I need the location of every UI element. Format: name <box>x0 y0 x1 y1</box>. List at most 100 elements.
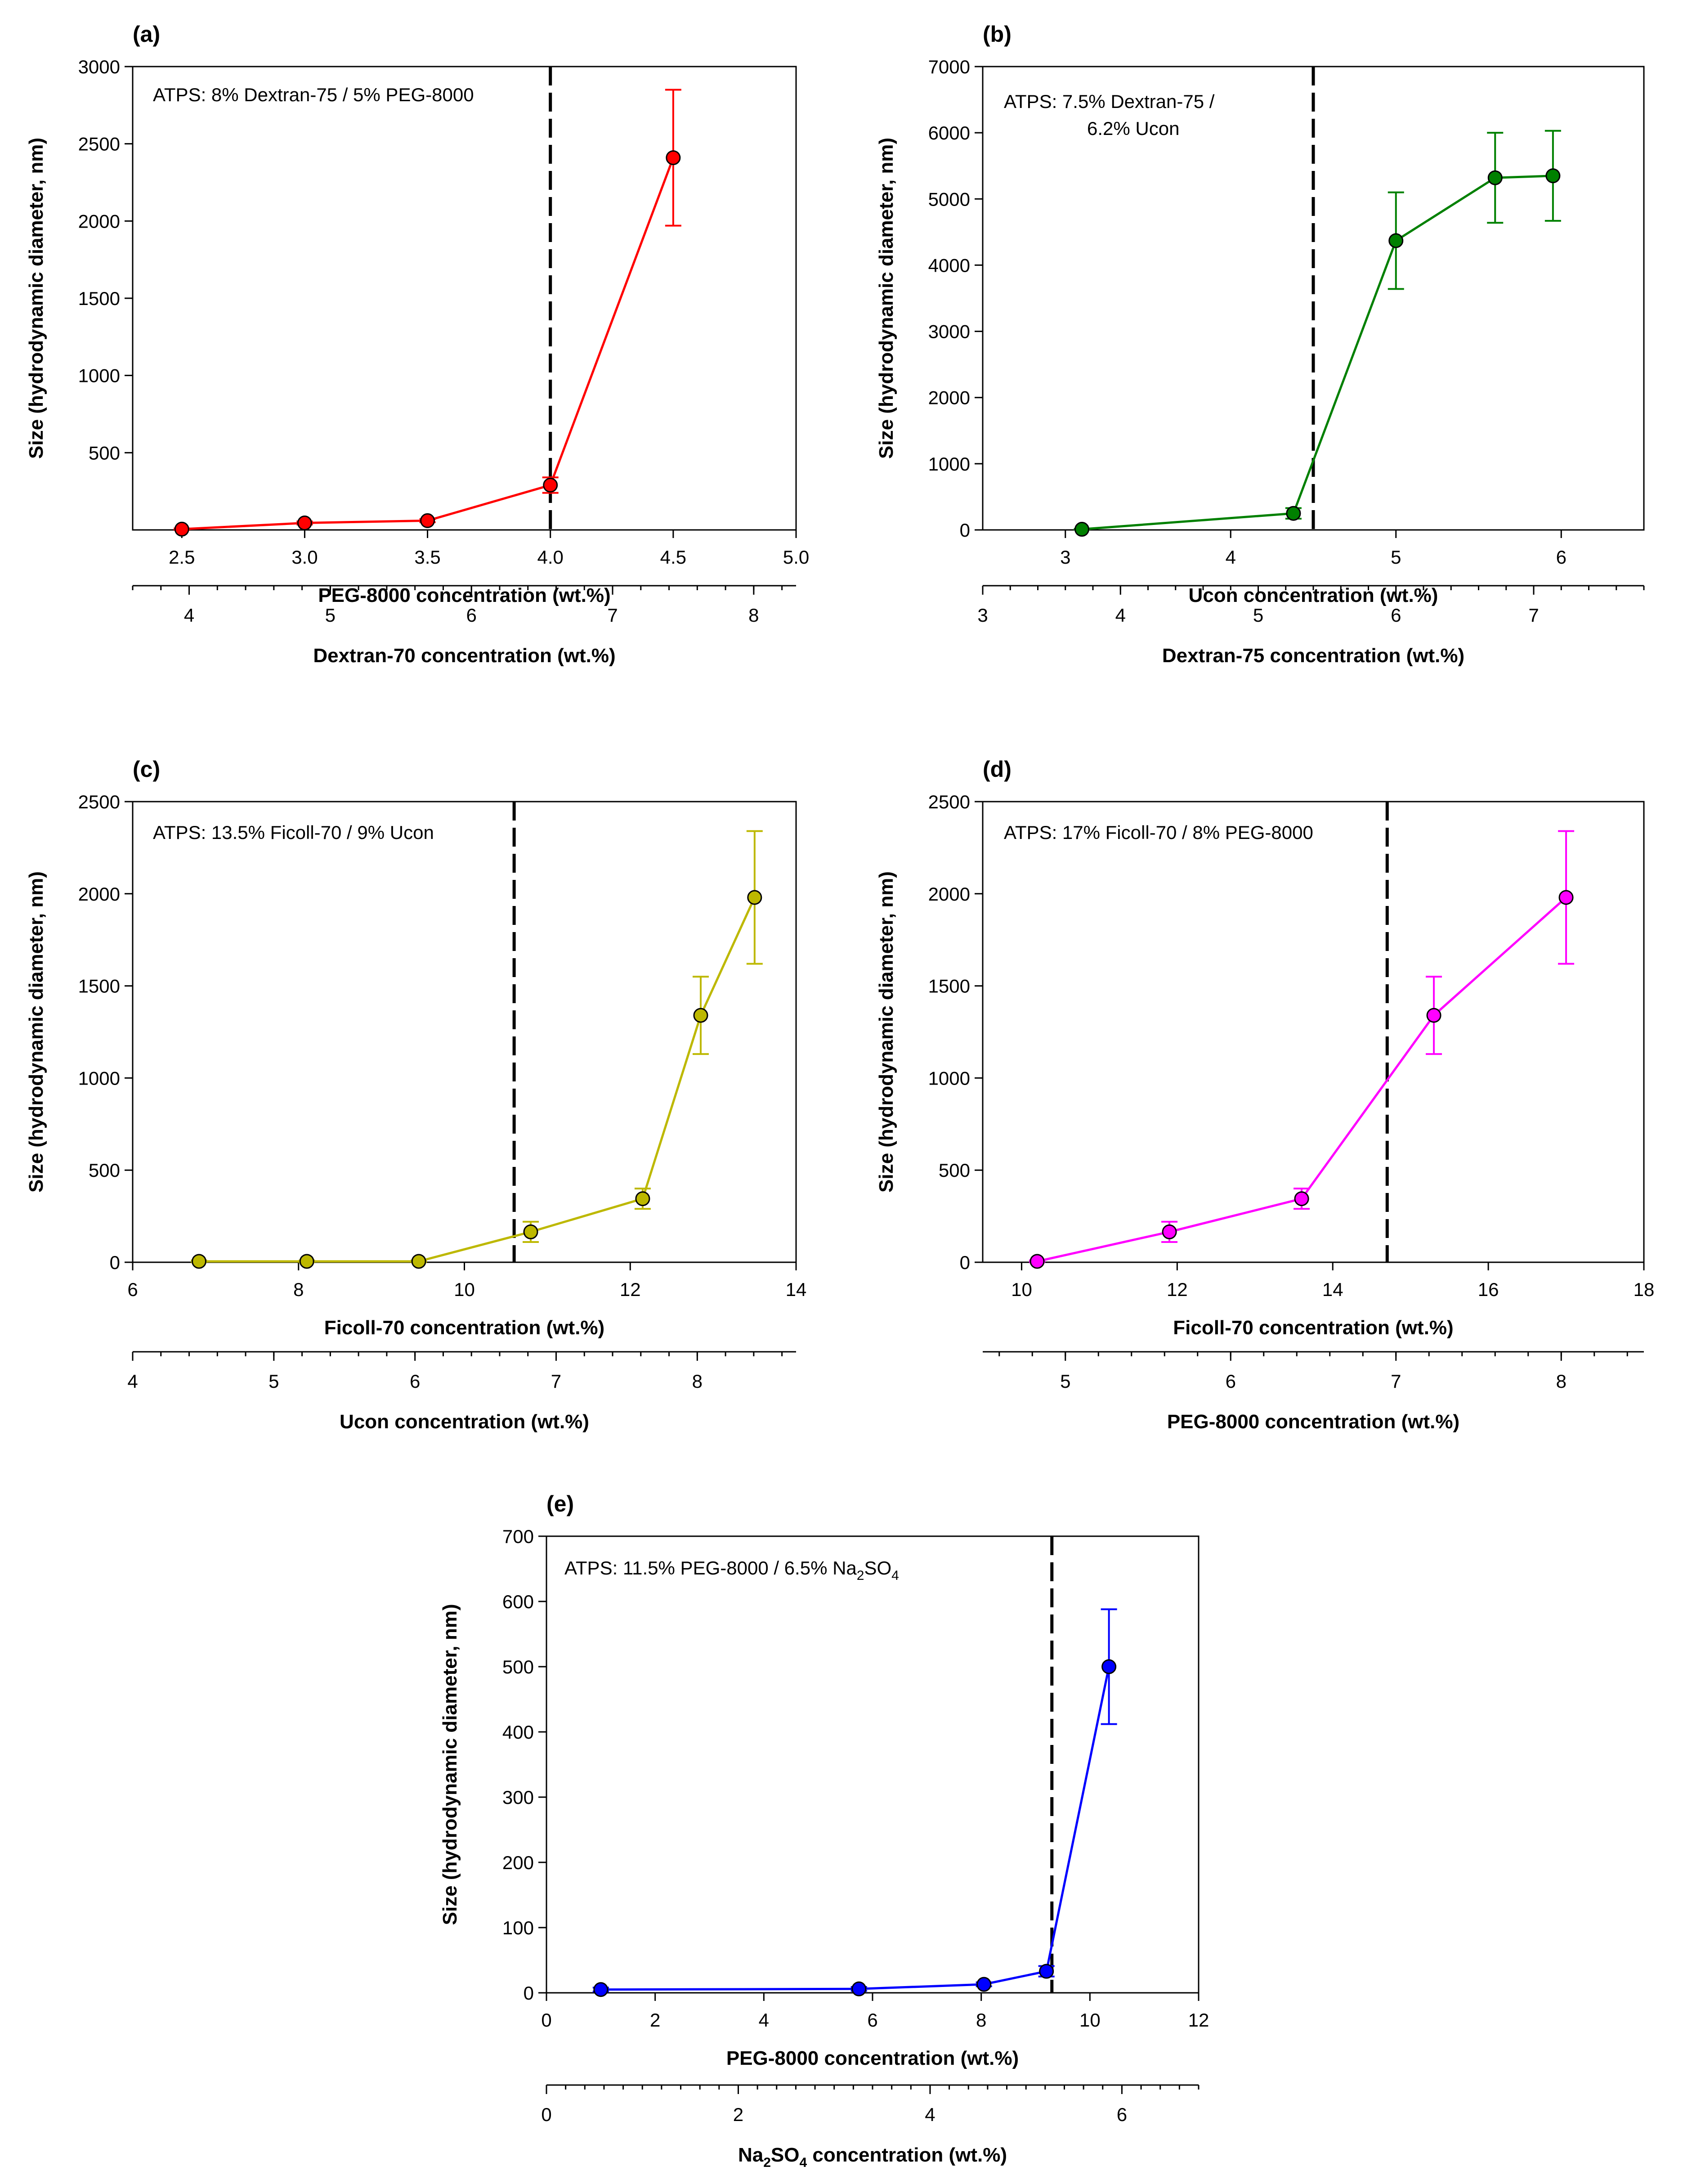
panel-c: (c) 0 500 1000 1500 2000 2500 6 8 10 12 14 Ficoll-70… <box>25 757 806 1433</box>
secondary-x-axis-label-part: SO <box>771 2144 800 2166</box>
y-tick-label: 500 <box>939 1160 970 1181</box>
data-point <box>1074 522 1089 537</box>
y-tick-label: 7000 <box>928 56 970 77</box>
y-axis-label: Size (hydrodynamic diameter, nm) <box>439 1604 461 1925</box>
y-tick-label: 1500 <box>928 976 970 997</box>
atps-annotation: ATPS: 13.5% Ficoll-70 / 9% Ucon <box>153 822 434 843</box>
x-tick-label: 6 <box>867 2009 877 2031</box>
y-tick-label: 2000 <box>78 883 120 905</box>
data-point <box>523 1224 538 1239</box>
y-tick-label: 1000 <box>928 1067 970 1089</box>
y-tick-label: 500 <box>502 1656 534 1677</box>
secondary-x-tick-label: 5 <box>1253 605 1263 626</box>
secondary-x-tick-label: 4 <box>1115 605 1126 626</box>
panel-a: (a) 500 1000 1500 2000 2500 3000 2.5 3.0 3.5 4.0 4.… <box>25 22 809 667</box>
x-axis-label: PEG-8000 concentration (wt.%) <box>318 584 610 606</box>
data-point <box>1426 1008 1441 1023</box>
secondary-x-tick-label: 8 <box>748 605 759 626</box>
secondary-x-tick-label: 4 <box>127 1371 138 1392</box>
data-point <box>192 1254 206 1269</box>
data-point <box>693 1008 708 1023</box>
data-point <box>1487 170 1503 185</box>
secondary-x-tick-label: 6 <box>1117 2104 1127 2125</box>
data-point <box>593 1982 609 1997</box>
y-tick-label: 500 <box>89 1160 120 1181</box>
y-tick-label: 0 <box>524 1982 534 2004</box>
x-tick-label: 8 <box>293 1279 304 1300</box>
y-tick-label: 400 <box>502 1722 534 1743</box>
data-point <box>420 513 435 528</box>
secondary-x-tick-label: 6 <box>410 1371 420 1392</box>
atps-annotation: ATPS: 11.5% PEG-8000 / 6.5% Na2SO4 <box>564 1557 899 1583</box>
secondary-x-axis-label-part: concentration (wt.%) <box>807 2144 1007 2166</box>
secondary-x-tick-label: 3 <box>977 605 988 626</box>
atps-annotation-part: ATPS: 11.5% PEG-8000 / 6.5% Na <box>564 1557 857 1579</box>
x-tick-label: 14 <box>786 1279 807 1300</box>
atps-annotation: ATPS: 8% Dextran-75 / 5% PEG-8000 <box>153 84 474 105</box>
panel-label: (c) <box>133 757 160 782</box>
plot-frame <box>982 801 1645 1263</box>
x-tick-label: 16 <box>1478 1279 1499 1300</box>
secondary-x-axis-label-part: 2 <box>763 2155 771 2170</box>
secondary-x-tick-label: 7 <box>1391 1371 1401 1392</box>
atps-annotation-part: SO <box>864 1557 891 1579</box>
secondary-x-tick-label: 7 <box>607 605 618 626</box>
data-point <box>1029 1254 1045 1269</box>
panel-label: (a) <box>133 22 160 47</box>
data-point <box>1162 1224 1177 1239</box>
data-point <box>1039 1964 1054 1979</box>
secondary-x-tick-label: 0 <box>541 2104 551 2125</box>
x-tick-label: 12 <box>1188 2009 1209 2031</box>
y-tick-label: 600 <box>502 1591 534 1612</box>
secondary-x-tick-label: 2 <box>733 2104 743 2125</box>
atps-annotation-part: 4 <box>891 1568 899 1583</box>
secondary-x-axis-label: PEG-8000 concentration (wt.%) <box>1167 1411 1459 1433</box>
secondary-x-tick-label: 6 <box>1226 1371 1236 1392</box>
secondary-x-axis-label-part: 4 <box>799 2155 807 2170</box>
y-axis-label: Size (hydrodynamic diameter, nm) <box>875 871 897 1193</box>
atps-annotation-line1: ATPS: 7.5% Dextran-75 / <box>1004 91 1215 112</box>
y-tick-label: 200 <box>502 1852 534 1873</box>
y-axis-label: Size (hydrodynamic diameter, nm) <box>25 138 47 459</box>
atps-annotation: ATPS: 17% Ficoll-70 / 8% PEG-8000 <box>1004 822 1313 843</box>
y-tick-label: 300 <box>502 1787 534 1808</box>
data-point <box>411 1254 426 1269</box>
data-point <box>1545 168 1561 184</box>
data-point <box>976 1977 992 1992</box>
data-point <box>1101 1659 1117 1674</box>
data-point <box>747 890 762 905</box>
x-tick-label: 3 <box>1060 547 1070 568</box>
x-tick-label: 10 <box>1011 1279 1032 1300</box>
panel-label: (d) <box>983 757 1012 782</box>
x-tick-label: 2 <box>650 2009 660 2031</box>
secondary-x-tick-label: 6 <box>466 605 477 626</box>
x-tick-label: 10 <box>1079 2009 1101 2031</box>
x-tick-label: 5.0 <box>783 547 809 568</box>
panel-label: (e) <box>546 1491 574 1516</box>
data-point <box>1294 1191 1309 1206</box>
x-tick-label: 10 <box>454 1279 475 1300</box>
y-tick-label: 5000 <box>928 188 970 210</box>
secondary-x-tick-label: 5 <box>325 605 336 626</box>
y-tick-label: 2500 <box>78 791 120 812</box>
data-point <box>635 1191 650 1206</box>
y-tick-label: 0 <box>960 520 970 541</box>
x-tick-label: 4 <box>759 2009 769 2031</box>
y-tick-label: 100 <box>502 1917 534 1938</box>
y-tick-label: 2000 <box>928 387 970 408</box>
secondary-x-tick-label: 6 <box>1391 605 1401 626</box>
y-tick-label: 4000 <box>928 255 970 276</box>
x-tick-label: 4.5 <box>660 547 686 568</box>
panel-label: (b) <box>983 22 1012 47</box>
y-tick-label: 2500 <box>928 791 970 812</box>
x-tick-label: 12 <box>620 1279 641 1300</box>
y-tick-label: 0 <box>960 1252 970 1273</box>
x-tick-label: 14 <box>1322 1279 1343 1300</box>
secondary-x-tick-label: 4 <box>925 2104 935 2125</box>
data-point <box>297 516 312 531</box>
y-tick-label: 700 <box>502 1526 534 1547</box>
data-point <box>299 1254 314 1269</box>
x-tick-label: 0 <box>541 2009 551 2031</box>
